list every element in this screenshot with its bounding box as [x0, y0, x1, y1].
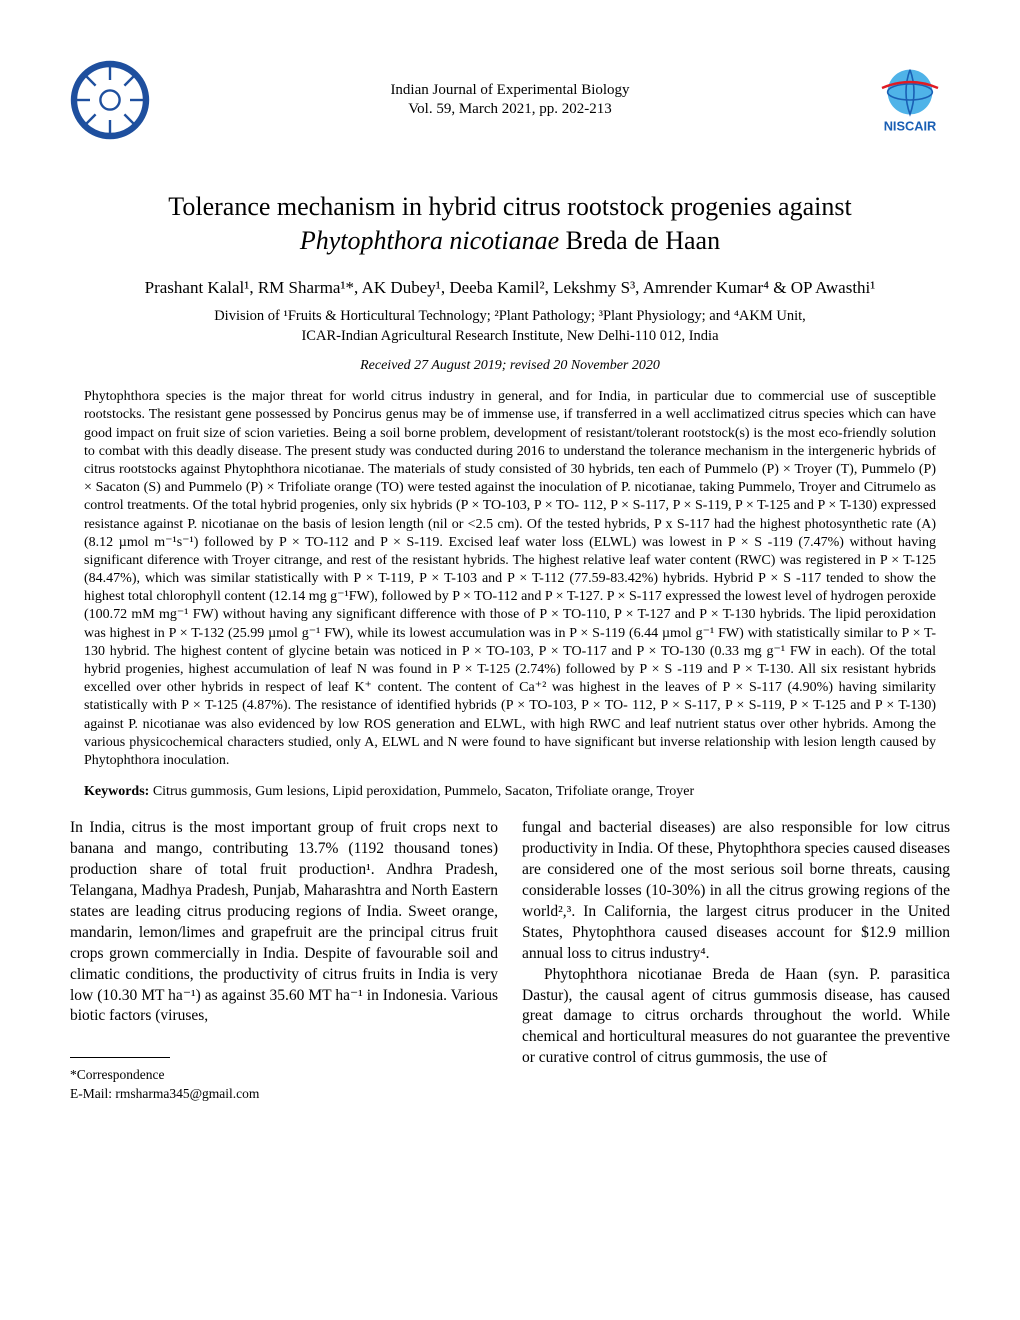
correspondence-label: *Correspondence: [70, 1066, 498, 1084]
body-paragraph-3: Phytophthora nicotianae Breda de Haan (s…: [522, 965, 950, 1070]
niscair-logo-icon: NISCAIR: [870, 60, 950, 140]
body-paragraph-2: fungal and bacterial diseases) are also …: [522, 818, 950, 964]
svg-text:NISCAIR: NISCAIR: [884, 118, 937, 133]
journal-info: Indian Journal of Experimental Biology V…: [390, 81, 629, 120]
authors: Prashant Kalal¹, RM Sharma¹*, AK Dubey¹,…: [70, 278, 950, 298]
body-paragraph-1: In India, citrus is the most important g…: [70, 818, 498, 1027]
affiliation-line1: Division of ¹Fruits & Horticultural Tech…: [70, 306, 950, 326]
received-dates: Received 27 August 2019; revised 20 Nove…: [70, 358, 950, 374]
footnote-divider: [70, 1057, 170, 1062]
keywords-text: Citrus gummosis, Gum lesions, Lipid pero…: [149, 784, 694, 799]
correspondence-email: E-Mail: rmsharma345@gmail.com: [70, 1085, 498, 1103]
column-left: In India, citrus is the most important g…: [70, 818, 498, 1103]
affiliations: Division of ¹Fruits & Horticultural Tech…: [70, 306, 950, 347]
column-right: fungal and bacterial diseases) are also …: [522, 818, 950, 1103]
csir-logo-icon: [70, 60, 150, 140]
title-line2-italic: Phytophthora nicotianae: [300, 226, 559, 255]
journal-name: Indian Journal of Experimental Biology: [390, 81, 629, 101]
keywords: Keywords: Citrus gummosis, Gum lesions, …: [70, 784, 950, 800]
title-line2-rest: Breda de Haan: [559, 226, 720, 255]
body-columns: In India, citrus is the most important g…: [70, 818, 950, 1103]
journal-volume: Vol. 59, March 2021, pp. 202-213: [390, 100, 629, 120]
abstract-text: Phytophthora species is the major threat…: [84, 389, 936, 768]
abstract: Phytophthora species is the major threat…: [70, 388, 950, 770]
correspondence: *Correspondence E-Mail: rmsharma345@gmai…: [70, 1066, 498, 1102]
paper-title: Tolerance mechanism in hybrid citrus roo…: [70, 190, 950, 258]
title-line1: Tolerance mechanism in hybrid citrus roo…: [168, 192, 851, 221]
affiliation-line2: ICAR-Indian Agricultural Research Instit…: [70, 326, 950, 346]
keywords-label: Keywords:: [84, 784, 149, 799]
header: Indian Journal of Experimental Biology V…: [70, 60, 950, 140]
